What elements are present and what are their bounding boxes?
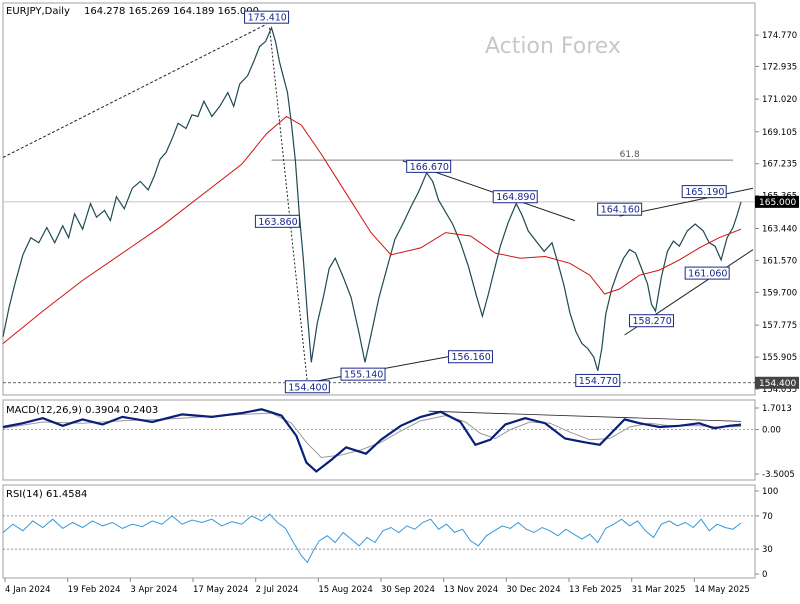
annotation-box (340, 367, 386, 381)
annotation-box (244, 10, 290, 24)
main-y-tick-label: 163.440 (762, 224, 797, 234)
x-tick-label: 30 Dec 2024 (506, 585, 560, 595)
rsi-line (2, 513, 742, 564)
price-series-line (2, 26, 742, 371)
x-tick-label: 31 Mar 2025 (632, 585, 686, 595)
annotation-label: 155.140 (344, 370, 383, 381)
annotation-box (575, 373, 621, 387)
annotation: 154.770 (575, 373, 621, 387)
watermark: Action Forex (485, 34, 621, 59)
rsi-y-tick-label: 70 (762, 512, 773, 522)
annotation: 164.160 (597, 202, 643, 216)
main-y-tick-label: 167.235 (762, 160, 797, 170)
annotation: 156.160 (447, 350, 493, 364)
annotation-box (284, 380, 330, 394)
annotation-label: 154.400 (288, 382, 327, 393)
macd-y-axis: 1.7013 0.00 -3.5005 (3, 404, 795, 480)
rsi-y-tick-label: 100 (762, 487, 778, 497)
rsi-panel: RSI(14) 61.4584 100 70 30 0 (2, 484, 778, 580)
fib-level-label: 61.8 (620, 150, 640, 160)
current-price-box (755, 195, 799, 208)
annotation-box (406, 159, 452, 173)
main-y-tick-label: 174.770 (762, 31, 797, 41)
annotation: 165.190 (681, 185, 727, 199)
annotation-box (684, 266, 730, 280)
x-tick-label: 4 Jan 2024 (5, 585, 51, 595)
main-y-axis: 174.770172.935171.020169.105167.235165.3… (755, 31, 797, 395)
chart-title: EURJPY,Daily (6, 6, 70, 17)
annotation-label: 166.670 (410, 162, 449, 173)
macd-y-tick-label: 0.00 (762, 426, 781, 436)
annotation: 164.890 (492, 190, 538, 204)
x-tick-label: 13 Feb 2025 (569, 585, 622, 595)
support-price-tag: 154.400 (755, 376, 799, 389)
macd-trend-line (428, 410, 742, 422)
annotation: 166.670 (406, 159, 452, 173)
main-y-tick-label: 154.035 (762, 385, 797, 395)
x-tick-label: 30 Sep 2024 (381, 585, 435, 595)
macd-panel: MACD(12,26,9) 0.3904 0.2403 1.7013 0.00 -3… (2, 399, 795, 481)
rsi-y-tick-label: 30 (762, 545, 773, 555)
price-annotations: 175.410 163.860 154.400 155.140 166.670 164.8… (244, 10, 730, 394)
annotation-label: 164.890 (496, 192, 535, 203)
x-tick-label: 2 Jul 2024 (256, 585, 299, 595)
annotation-box (628, 314, 674, 328)
main-y-tick-label: 155.905 (762, 353, 797, 363)
main-y-tick-label: 171.020 (762, 95, 797, 105)
x-tick-label: 3 Apr 2024 (130, 585, 177, 595)
annotation-label: 175.410 (248, 13, 287, 24)
annotation-label: 158.270 (632, 316, 671, 327)
x-tick-label: 19 Feb 2024 (68, 585, 121, 595)
support-price-label: 154.400 (759, 379, 796, 389)
main-y-tick-label: 157.775 (762, 321, 797, 331)
annotation-box (447, 350, 493, 364)
annotation: 163.860 (254, 214, 300, 228)
main-reference-lines (2, 23, 755, 384)
annotation-box (681, 185, 727, 199)
macd-y-tick-label: -3.5005 (762, 470, 795, 480)
uptrend-dashed-line (2, 23, 267, 158)
annotation-label: 165.190 (685, 187, 724, 198)
macd-line (2, 408, 742, 473)
annotation-label: 154.770 (579, 376, 618, 387)
annotation-label: 156.160 (451, 352, 490, 363)
annotation: 175.410 (244, 10, 290, 24)
annotation-box (492, 190, 538, 204)
rsi-y-tick-label: 0 (762, 570, 767, 580)
x-tick-label: 17 May 2024 (193, 585, 248, 595)
rsi-panel-frame (2, 484, 756, 579)
ohlc-values: 164.278 165.269 164.189 165.000 (84, 6, 259, 17)
annotation-label: 163.860 (258, 217, 297, 228)
rsi-title: RSI(14) 61.4584 (6, 489, 87, 500)
macd-y-tick-label: 1.7013 (762, 404, 792, 414)
annotation: 161.060 (684, 266, 730, 280)
support-price-box (755, 376, 799, 389)
macd-title: MACD(12,26,9) 0.3904 0.2403 (6, 405, 158, 416)
decline-dotted-line (269, 27, 308, 383)
annotation: 154.400 (284, 380, 330, 394)
x-tick-label: 14 May 2025 (694, 585, 749, 595)
main-y-tick-label: 172.935 (762, 62, 797, 72)
x-tick-label: 15 Aug 2024 (318, 585, 372, 595)
annotation: 158.270 (628, 314, 674, 328)
annotation-box (254, 214, 300, 228)
macd-panel-frame (2, 399, 756, 481)
annotation-label: 164.160 (601, 205, 640, 216)
rsi-y-axis: 100 70 30 0 (3, 487, 778, 580)
annotation-label: 161.060 (688, 269, 727, 280)
x-tick-label: 13 Nov 2024 (444, 585, 498, 595)
main-y-tick-label: 161.570 (762, 256, 797, 266)
x-axis: 4 Jan 2024 19 Feb 2024 3 Apr 2024 17 May 20… (4, 578, 750, 595)
annotation-box (597, 202, 643, 216)
moving-average-line (2, 115, 742, 344)
main-y-tick-label: 159.700 (762, 288, 797, 298)
main-y-tick-label: 169.105 (762, 128, 797, 138)
current-price-tag: 165.000 (755, 195, 799, 208)
annotation: 155.140 (340, 367, 386, 381)
current-price-label: 165.000 (759, 198, 796, 208)
main-panel: Action Forex EURJPY,Daily 164.278 165.26… (2, 2, 799, 396)
